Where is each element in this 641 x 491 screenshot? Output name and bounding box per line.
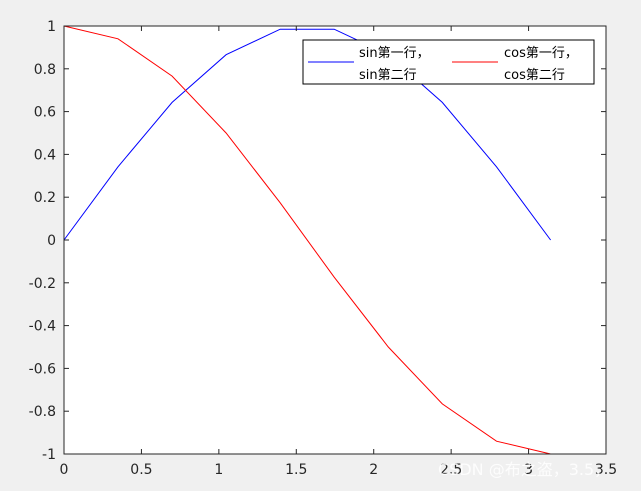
y-tick-label: -0.6 <box>29 361 56 377</box>
y-tick-label: 1 <box>47 19 56 35</box>
x-tick-label: 2.5 <box>440 462 462 478</box>
x-tick-label: 0.5 <box>130 462 152 478</box>
y-tick-label: 0.8 <box>34 62 56 78</box>
y-tick-label: 0 <box>47 233 56 249</box>
legend-cos-label-2: cos第二行 <box>504 68 565 83</box>
legend: sin第一行， sin第二行 cos第一行， cos第二行 <box>302 39 595 85</box>
y-tick-label: -1 <box>42 447 56 463</box>
x-axis: 0 0.5 1 1.5 2 2.5 3 3.5 <box>60 26 617 478</box>
x-tick-label: 3 <box>524 462 533 478</box>
x-tick-label: 1 <box>214 462 223 478</box>
x-tick-label: 3.5 <box>595 462 617 478</box>
y-axis: 1 0.8 0.6 0.4 0.2 0 -0.2 -0.4 -0.6 -0.8 -1 <box>29 19 606 463</box>
y-tick-label: -0.4 <box>29 319 56 335</box>
legend-cos-label-1: cos第一行， <box>504 46 578 61</box>
plot-area <box>64 26 606 454</box>
x-tick-label: 0 <box>60 462 69 478</box>
y-tick-label: 0.4 <box>34 147 56 163</box>
series-line-sin <box>63 28 552 241</box>
x-tick-label: 2 <box>369 462 378 478</box>
y-tick-label: -0.2 <box>29 276 56 292</box>
series-line-cos <box>63 25 551 455</box>
y-tick-label: -0.8 <box>29 404 56 420</box>
y-tick-label: 0.2 <box>34 190 56 206</box>
legend-sin-label-2: sin第二行 <box>359 68 417 83</box>
y-tick-label: 0.6 <box>34 105 56 121</box>
x-tick-label: 1.5 <box>285 462 307 478</box>
watermark: CSDN @布之盗，3.5， <box>438 460 610 479</box>
legend-sin-label-1: sin第一行， <box>359 46 430 61</box>
series-layer <box>63 25 552 455</box>
